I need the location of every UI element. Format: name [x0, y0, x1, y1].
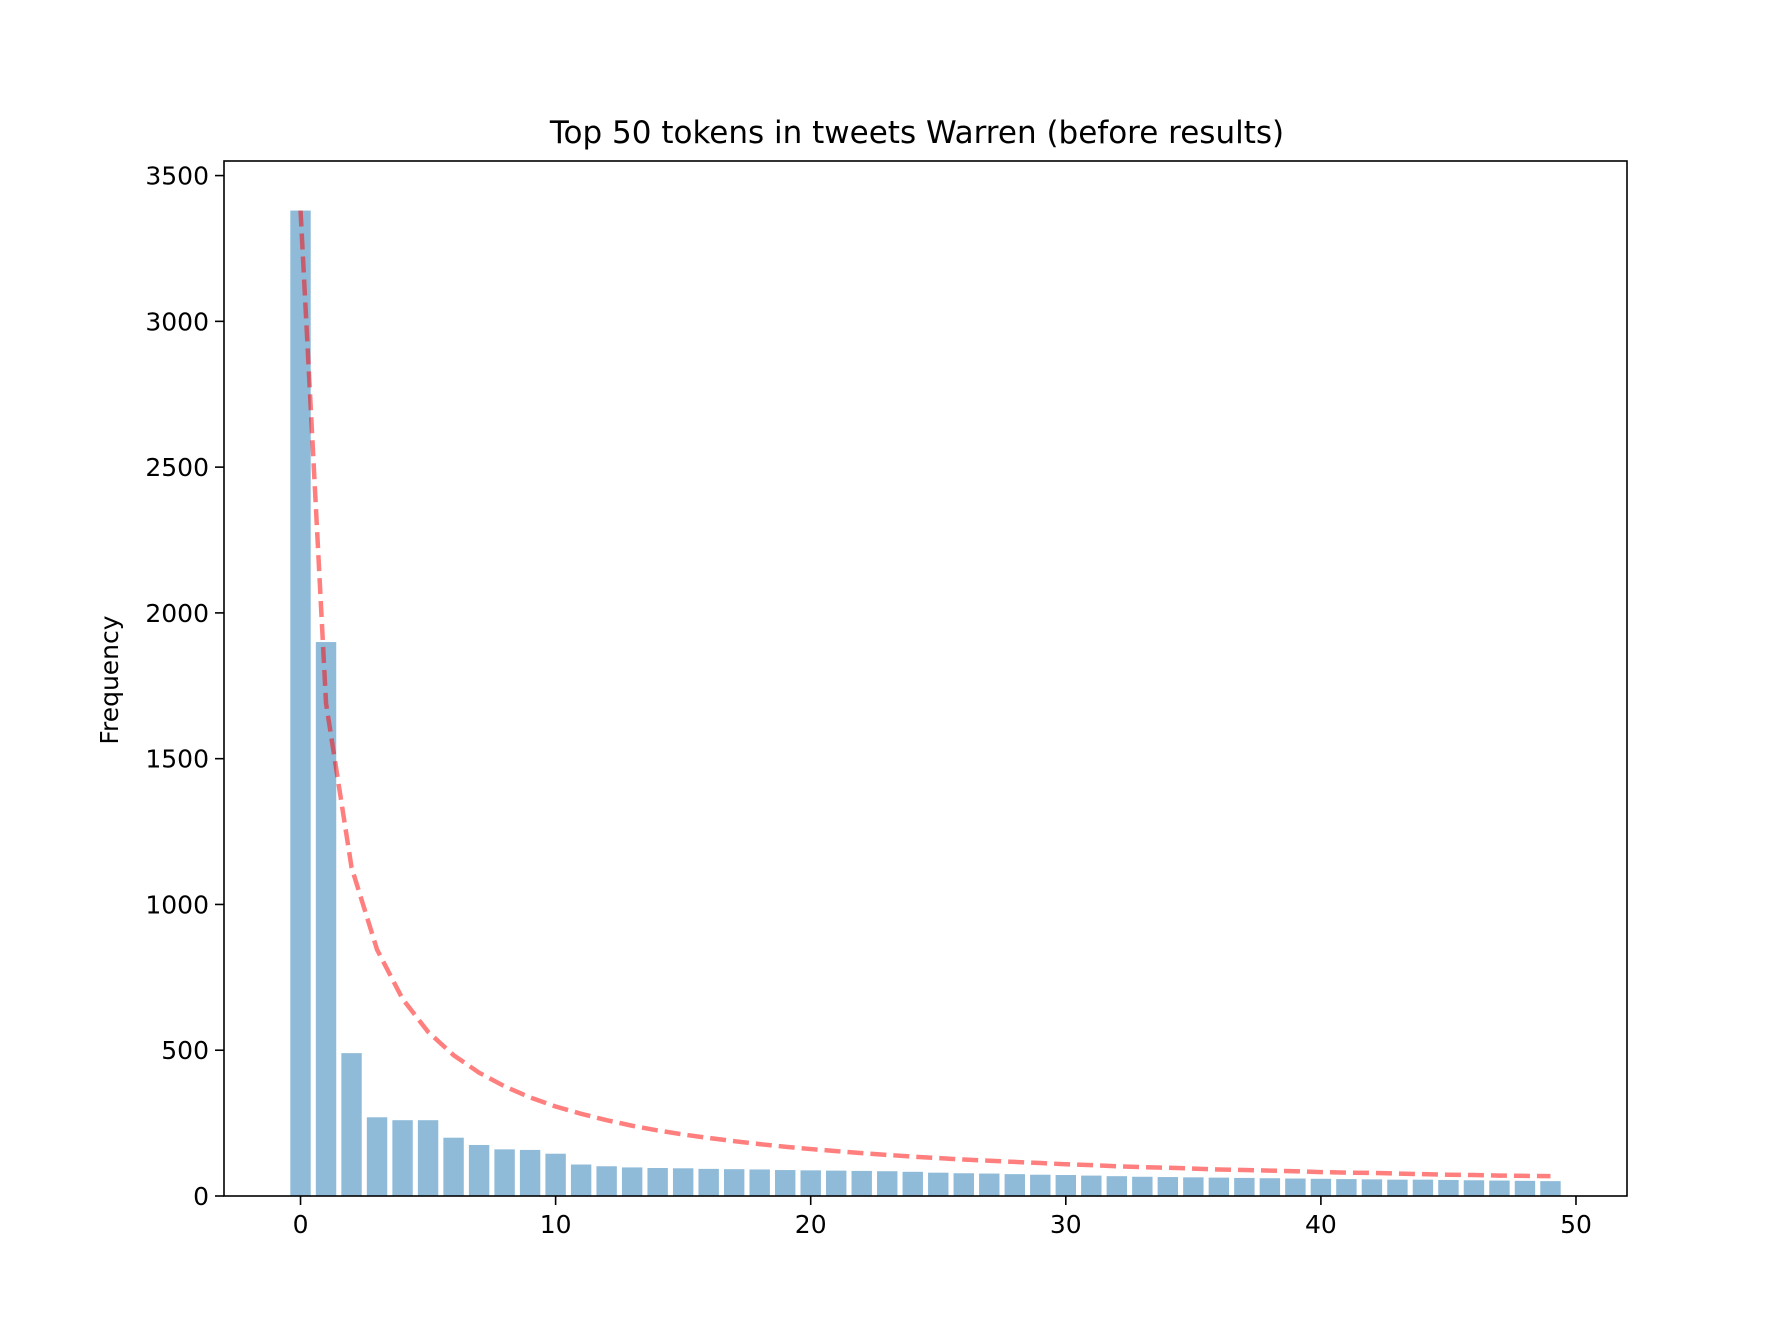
bar-27: [979, 1173, 1000, 1196]
x-tick-label-20: 20: [795, 1210, 827, 1239]
bar-12: [596, 1166, 617, 1196]
x-axis: 0 10 20 30 40 50: [293, 1196, 1592, 1239]
bar-26: [953, 1173, 974, 1196]
bar-25: [928, 1172, 949, 1196]
y-tick-label-2500: 2500: [145, 453, 209, 482]
plot-frame: [223, 160, 1628, 1197]
fit-curve-line: [298, 210, 1551, 1179]
bar-30: [1055, 1175, 1077, 1196]
bar-2: [341, 1053, 362, 1196]
bar-1: [315, 642, 337, 1196]
bar-series: [290, 210, 1561, 1197]
bar-21: [826, 1170, 847, 1196]
bar-34: [1157, 1177, 1179, 1196]
bar-15: [672, 1168, 694, 1196]
bar-49: [1540, 1181, 1561, 1196]
bar-36: [1208, 1177, 1230, 1196]
bar-7: [468, 1144, 490, 1196]
bar-38: [1259, 1178, 1281, 1196]
bar-45: [1438, 1179, 1459, 1196]
bar-42: [1361, 1179, 1383, 1196]
bar-22: [851, 1170, 872, 1196]
bar-0: [290, 210, 311, 1197]
bar-47: [1489, 1180, 1510, 1196]
bar-41: [1336, 1179, 1357, 1196]
bar-16: [698, 1168, 719, 1196]
bar-13: [621, 1167, 643, 1196]
bar-32: [1106, 1176, 1128, 1196]
bar-5: [417, 1120, 439, 1196]
x-tick-label-0: 0: [293, 1210, 309, 1239]
bar-39: [1285, 1178, 1306, 1196]
y-tick-label-1000: 1000: [145, 890, 209, 919]
bar-31: [1081, 1175, 1102, 1196]
x-tick-label-40: 40: [1305, 1210, 1337, 1239]
y-tick-label-0: 0: [193, 1182, 209, 1211]
bar-28: [1004, 1174, 1025, 1196]
bar-35: [1183, 1177, 1204, 1196]
bar-44: [1412, 1179, 1434, 1196]
bar-3: [366, 1117, 388, 1196]
y-axis-label: Frequency: [95, 615, 124, 744]
chart-title: Top 50 tokens in tweets Warren (before r…: [549, 115, 1284, 151]
bar-46: [1463, 1180, 1485, 1196]
bar-8: [494, 1149, 515, 1196]
y-tick-label-500: 500: [161, 1036, 209, 1065]
y-tick-label-3000: 3000: [145, 307, 209, 336]
bar-17: [723, 1169, 745, 1196]
fit-curve: [298, 210, 1551, 1179]
bar-20: [800, 1170, 821, 1196]
bar-18: [749, 1169, 770, 1196]
bar-6: [443, 1137, 464, 1196]
bar-9: [519, 1149, 541, 1196]
y-axis: 0 500 1000 1500 2000 2500 3000 3500: [145, 162, 224, 1211]
y-tick-label-2000: 2000: [145, 599, 209, 628]
bar-14: [647, 1168, 668, 1196]
bar-40: [1310, 1178, 1332, 1196]
bar-4: [392, 1120, 413, 1196]
bar-23: [877, 1171, 898, 1196]
bar-37: [1234, 1177, 1255, 1196]
bar-29: [1030, 1174, 1051, 1196]
bar-24: [902, 1171, 923, 1196]
bar-10: [545, 1153, 566, 1196]
x-tick-label-30: 30: [1050, 1210, 1082, 1239]
bar-11: [570, 1164, 592, 1196]
bar-43: [1387, 1179, 1408, 1196]
x-tick-label-50: 50: [1560, 1210, 1592, 1239]
y-tick-label-3500: 3500: [145, 162, 209, 191]
bar-33: [1132, 1176, 1153, 1196]
bar-48: [1514, 1180, 1536, 1196]
x-tick-label-10: 10: [540, 1210, 572, 1239]
bar-19: [774, 1170, 796, 1196]
y-tick-label-1500: 1500: [145, 745, 209, 774]
